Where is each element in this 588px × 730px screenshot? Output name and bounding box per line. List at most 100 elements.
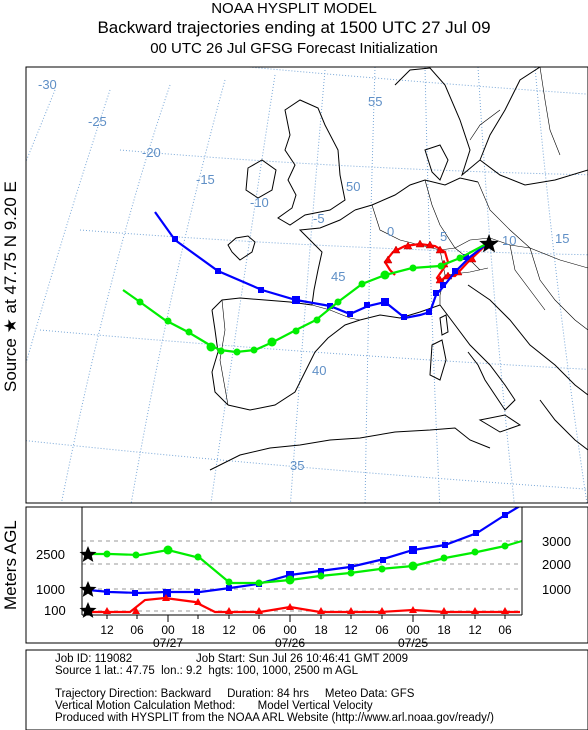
height-source-stars [79, 546, 97, 618]
time-tick-label: 12 [222, 623, 236, 637]
time-tick-label: 12 [100, 623, 114, 637]
height-blue-markers [104, 512, 508, 597]
meridian-m20 [60, 84, 171, 503]
date-label-0727: 07/27 [153, 636, 183, 650]
lon-label-m30: -30 [38, 77, 57, 92]
left-label-1000: 1000 [36, 582, 65, 597]
height-green-markers [103, 542, 509, 587]
coast-adriatic [467, 284, 588, 396]
latitude-gridlines [26, 67, 588, 490]
time-tick-label: 18 [314, 623, 328, 637]
coast-denmark [424, 144, 449, 181]
date-label-0726: 07/26 [275, 636, 305, 650]
trajectory-title: Backward trajectories ending at 1500 UTC… [97, 18, 491, 37]
map-trajectory-green-2500m [122, 242, 489, 356]
lon-label-10: 10 [502, 233, 516, 248]
coast-france-biscay [298, 209, 356, 306]
info-frame [25, 649, 588, 730]
lon-label-5: 5 [440, 229, 447, 244]
source-star-icon [479, 234, 499, 253]
coast-ireland [245, 159, 277, 199]
coast-baltic [479, 159, 588, 186]
height-gridlines [82, 540, 522, 612]
lon-label-m5: -5 [313, 211, 325, 226]
date-label-0725: 07/25 [398, 636, 428, 650]
time-tick-label: 06 [130, 623, 144, 637]
red-trajectory-markers [383, 239, 477, 284]
height-blue-path [87, 507, 521, 595]
map-panel: -30 -25 -20 -15 -10 -5 0 5 10 15 55 50 4… [25, 66, 588, 504]
star-2500-icon [79, 546, 97, 562]
forecast-subtitle: 00 UTC 26 Jul GFSG Forecast Initializati… [150, 40, 438, 57]
lon-label-m15: -15 [196, 172, 215, 187]
parallel-40 [39, 329, 588, 370]
blue-trajectory-markers [172, 236, 469, 320]
coast-italy [439, 304, 516, 411]
parallel-50 [119, 149, 588, 176]
parallel-55 [243, 67, 588, 95]
time-tick-label: 06 [375, 623, 389, 637]
time-tick-label: 12 [468, 623, 482, 637]
lon-label-m25: -25 [88, 114, 107, 129]
green-trajectory-markers [136, 254, 464, 356]
right-label-3000: 3000 [542, 534, 571, 549]
vertical-motion-line: Vertical Motion Calculation Method: Mode… [55, 700, 373, 712]
map-trajectory-red-100m [383, 239, 489, 284]
parallel-35 [26, 440, 588, 490]
meridian-m30 [26, 89, 56, 163]
job-info-line: Job ID: 119082 Job Start: Sun Jul 26 10:… [55, 653, 409, 665]
coast-scandinavia [394, 67, 541, 177]
coast-north-sea-mainland [354, 177, 479, 211]
coast-north-africa [209, 427, 491, 471]
meridian-m5 [290, 69, 326, 503]
meridian-10 [477, 67, 515, 503]
lon-label-15: 15 [555, 231, 569, 246]
lon-label-m20: -20 [142, 145, 161, 160]
coastlines [209, 67, 588, 471]
time-tick-label: 00 [406, 623, 420, 637]
model-title: NOAA HYSPLIT MODEL [211, 0, 377, 17]
lon-label-0: 0 [387, 224, 394, 239]
longitude-gridlines [26, 67, 588, 503]
coast-iceland-ireland [227, 235, 256, 261]
height-frame [25, 506, 588, 644]
time-tick-label: 12 [344, 623, 358, 637]
country-borders [219, 67, 588, 406]
graticule-labels: -30 -25 -20 -15 -10 -5 0 5 10 15 55 50 4… [38, 77, 569, 473]
coast-sardinia [429, 339, 447, 381]
lat-label-35: 35 [290, 458, 304, 473]
star-1000-icon [79, 581, 97, 597]
time-tick-label: 18 [437, 623, 451, 637]
lat-label-40: 40 [312, 363, 326, 378]
height-x-ticks [106, 615, 506, 622]
meridian-m25 [26, 89, 111, 365]
coast-sicily [478, 414, 522, 433]
green-trajectory-path [122, 242, 489, 354]
map-frame [25, 66, 588, 504]
lon-label-m10: -10 [250, 195, 269, 210]
lat-label-45: 45 [331, 269, 345, 284]
left-label-100: 100 [44, 603, 66, 618]
produced-by-line: Produced with HYSPLIT from the NOAA ARL … [55, 712, 494, 724]
lat-label-50: 50 [346, 179, 360, 194]
right-label-1000: 1000 [542, 582, 571, 597]
coast-great-britain [277, 99, 346, 226]
meridian-m10 [210, 74, 276, 503]
coast-greece-balkans [539, 399, 588, 451]
time-tick-label: 00 [283, 623, 297, 637]
height-panel: 2500 1000 100 3000 2000 1000 12 06 00 18… [25, 506, 588, 650]
star-100-icon [79, 602, 97, 618]
right-label-2000: 2000 [542, 557, 571, 572]
meridian-m15 [130, 79, 226, 503]
direction-info-line: Trajectory Direction: Backward Duration:… [55, 688, 415, 700]
time-tick-label: 00 [161, 623, 175, 637]
map-trajectory-blue-1000m [154, 211, 489, 320]
coast-iberia-west [211, 309, 229, 406]
lat-label-55: 55 [368, 94, 382, 109]
height-green-path [88, 539, 523, 585]
meridian-15 [534, 67, 588, 503]
coast-corsica [439, 314, 449, 336]
height-red-markers [103, 594, 509, 614]
left-label-2500: 2500 [36, 547, 65, 562]
